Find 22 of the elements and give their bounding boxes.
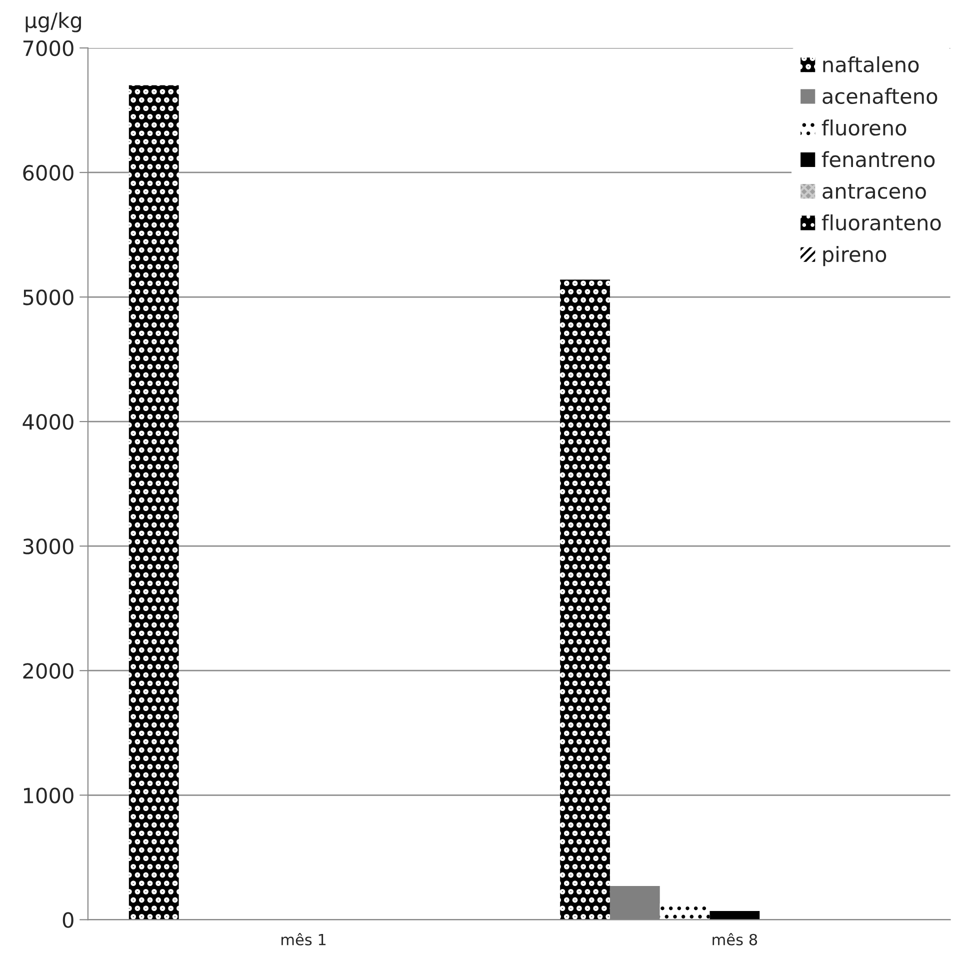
x-tick-label: mês 8 <box>712 932 758 946</box>
legend-label: naftaleno <box>823 56 919 72</box>
y-tick-label: 6000 <box>23 164 74 181</box>
legend-label: acenafteno <box>822 88 938 104</box>
y-tick-label: 1000 <box>24 788 74 804</box>
y-tick-label: 4000 <box>22 414 74 430</box>
bar <box>560 280 610 920</box>
bar <box>710 910 760 920</box>
legend-label: fluoreno <box>822 120 906 136</box>
y-axis-title: µg/kg <box>26 12 81 32</box>
bar <box>128 85 179 920</box>
legend-label: fenantreno <box>822 151 935 168</box>
y-tick-label: 5000 <box>23 289 74 306</box>
bar <box>660 903 710 920</box>
x-tick-label: mês 1 <box>282 932 326 946</box>
y-tick-label: 7000 <box>23 40 74 56</box>
y-tick-label: 0 <box>62 912 74 928</box>
y-tick-label: 2000 <box>23 663 74 679</box>
y-tick-label: 3000 <box>23 538 74 554</box>
legend-label: fluoranteno <box>822 214 941 231</box>
legend-label: pireno <box>823 246 886 266</box>
legend-label: antraceno <box>822 184 926 199</box>
